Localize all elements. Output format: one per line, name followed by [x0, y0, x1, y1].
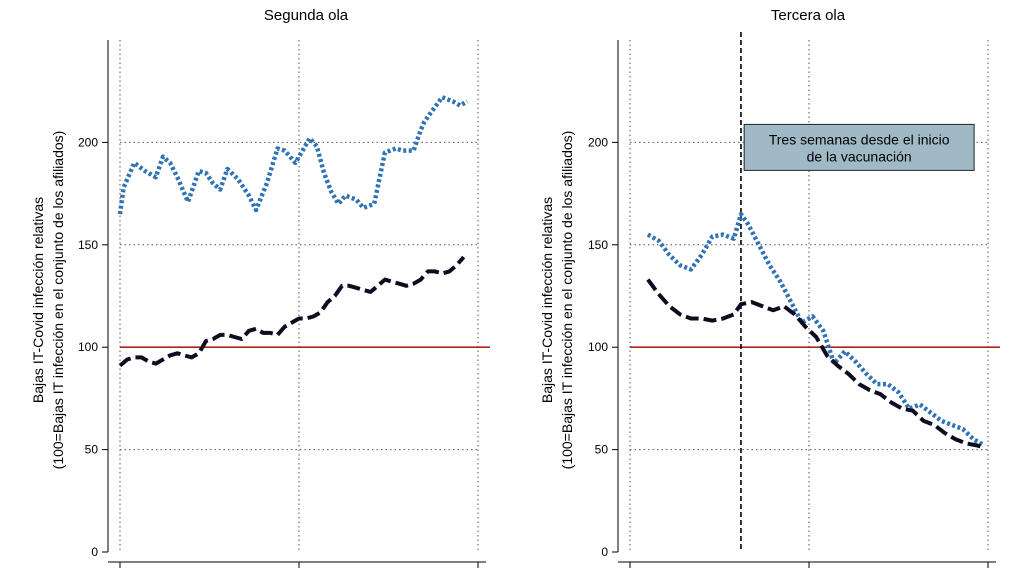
- annotation-box: [743, 123, 975, 171]
- y-tick-label-4: 200: [588, 135, 608, 149]
- series-line-dashed: [118, 255, 466, 368]
- series-line-dashed: [646, 278, 985, 450]
- y-tick-label-2: 100: [588, 340, 608, 354]
- y-tick-label-3: 150: [588, 238, 608, 252]
- panel-title: Segunda ola: [264, 7, 349, 24]
- annotation-text-line-1: de la vacunación: [807, 148, 912, 164]
- panel-title: Tercera ola: [771, 7, 846, 24]
- y-tick-label-4: 200: [78, 135, 98, 149]
- y-axis-label-line1: Bajas IT-Covid infección relativas: [539, 197, 555, 403]
- y-tick-label-1: 50: [85, 443, 99, 457]
- y-tick-label-0: 0: [91, 545, 98, 559]
- y-tick-label-1: 50: [595, 443, 609, 457]
- y-tick-label-3: 150: [78, 238, 98, 252]
- y-axis-label-line1: Bajas IT-Covid infección relativas: [30, 197, 46, 403]
- y-tick-label-2: 100: [78, 340, 98, 354]
- y-axis-label-line2: (100=Bajas IT infección en el conjunto d…: [50, 131, 66, 470]
- y-axis-label-line2: (100=Bajas IT infección en el conjunto d…: [559, 131, 575, 470]
- series-line-dotted: [117, 95, 469, 215]
- annotation-text-line-0: Tres semanas desde el inicio: [769, 131, 950, 147]
- panel-tercera-ola: Tercera ola Bajas IT-Covid infección rel…: [539, 7, 1000, 568]
- y-tick-label-0: 0: [601, 545, 608, 559]
- panel-segunda-ola: Segunda ola Bajas IT-Covid infección rel…: [30, 7, 490, 568]
- series-line-dotted: [646, 211, 986, 448]
